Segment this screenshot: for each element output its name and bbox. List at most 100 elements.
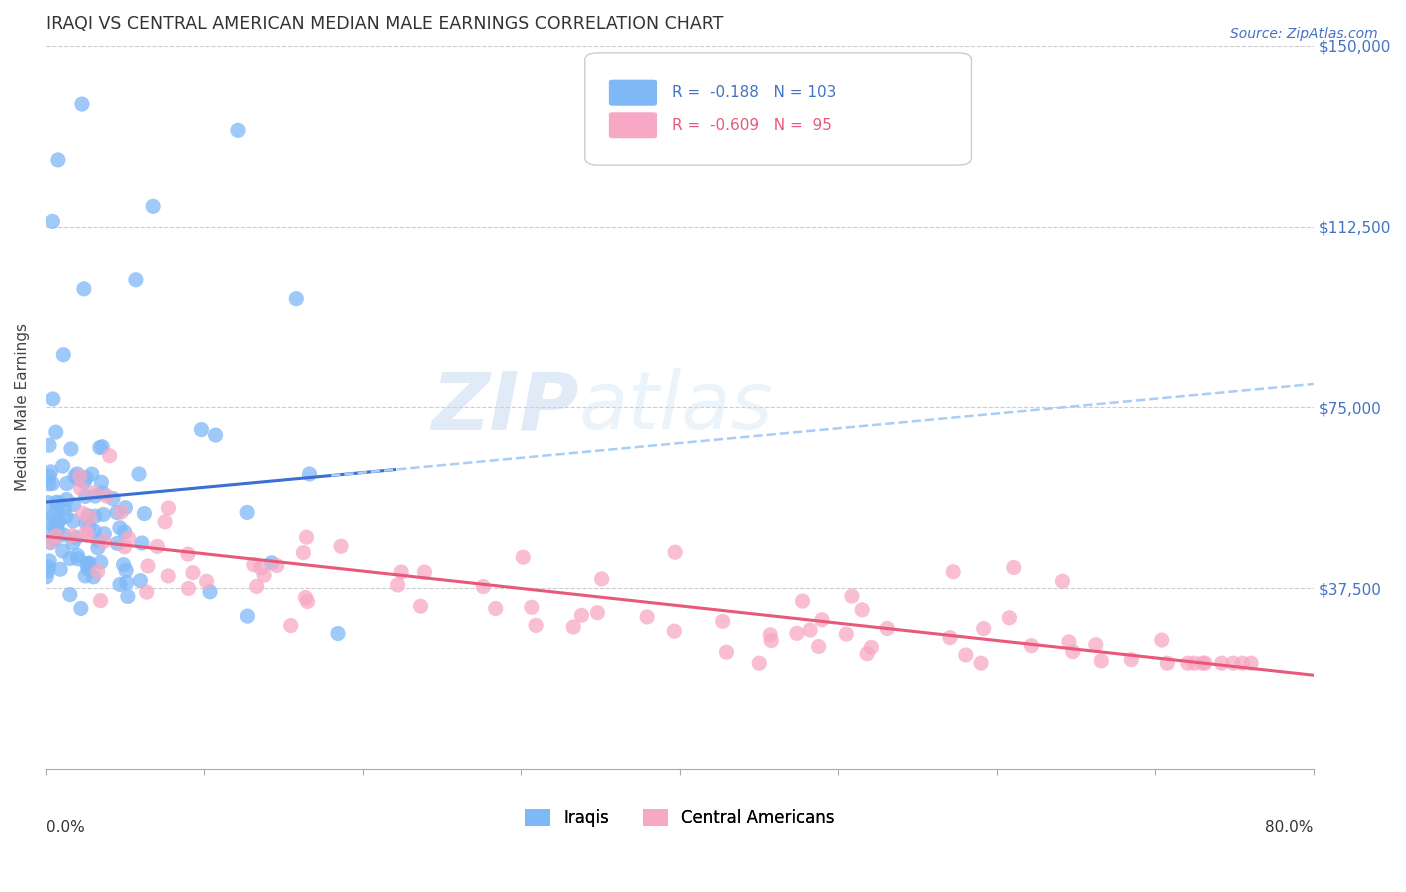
Point [77,562,100,576]
Text: IRAQI VS CENTRAL AMERICAN MEDIAN MALE EARNINGS CORRELATION CHART: IRAQI VS CENTRAL AMERICAN MEDIAN MALE EA… [46,15,723,33]
Point [35,524,58,538]
Point [1194,656,1216,670]
Legend: Iraqis, Central Americans: Iraqis, Central Americans [519,802,841,833]
Point [38,438,60,452]
Point [387,578,409,592]
Point [253,568,276,582]
Point [125,273,148,287]
Point [77,557,100,571]
Point [280,618,302,632]
Point [181,566,204,580]
Point [39,535,62,549]
Point [77,520,100,534]
Point [45,425,67,439]
Point [786,626,808,640]
Point [98,449,121,463]
Point [485,601,508,615]
Point [90,475,112,490]
Point [413,565,436,579]
Point [1052,574,1074,589]
Point [55,509,77,524]
Point [45,495,67,509]
Point [75,471,97,485]
Point [80,467,103,481]
Point [101,491,124,506]
Point [260,556,283,570]
Point [52,544,75,558]
Text: 80.0%: 80.0% [1265,820,1313,835]
Point [84,489,107,503]
Point [198,584,221,599]
Text: R =  -0.609   N =  95: R = -0.609 N = 95 [672,118,832,133]
Point [66,552,89,566]
Point [1184,656,1206,670]
Point [157,569,180,583]
Point [69,601,91,615]
Point [236,609,259,624]
Point [249,561,271,575]
Point [39,465,62,479]
Point [45,526,67,541]
Point [1232,656,1254,670]
Point [835,627,858,641]
Point [136,558,159,573]
Point [41,214,63,228]
FancyBboxPatch shape [585,53,972,165]
Point [195,574,218,589]
Point [59,588,82,602]
Point [112,558,135,572]
Point [389,565,412,579]
Point [105,506,128,520]
Point [711,615,734,629]
Point [266,558,288,573]
Point [79,510,101,524]
Point [409,599,432,614]
Point [131,536,153,550]
FancyBboxPatch shape [609,79,657,106]
Point [83,524,105,538]
Point [83,509,105,524]
Point [93,534,115,549]
Point [52,527,75,541]
Point [330,539,353,553]
Point [759,628,782,642]
Point [39,534,62,549]
Point [46,153,69,167]
Point [295,530,318,544]
Point [841,589,863,603]
Point [114,540,136,554]
Point [204,428,226,442]
Point [1062,645,1084,659]
Point [38,468,60,483]
Point [807,640,830,654]
Point [62,498,84,512]
Point [67,472,90,486]
Point [66,467,89,481]
Point [586,606,609,620]
Point [1121,652,1143,666]
Point [1211,656,1233,670]
Text: Source: ZipAtlas.com: Source: ZipAtlas.com [1230,27,1378,41]
Point [236,505,259,519]
Point [1090,654,1112,668]
Point [46,516,69,530]
Point [55,476,77,491]
Point [93,526,115,541]
Point [42,392,65,406]
Point [1057,635,1080,649]
Point [524,618,547,632]
Point [326,626,349,640]
Point [90,593,112,607]
Point [75,524,97,539]
Point [49,562,72,576]
Point [716,645,738,659]
Point [91,485,114,500]
Point [1191,656,1213,670]
Point [72,506,94,520]
Point [52,348,75,362]
Point [114,500,136,515]
Point [129,574,152,588]
Point [76,558,98,572]
Point [799,623,821,637]
Point [1222,656,1244,670]
